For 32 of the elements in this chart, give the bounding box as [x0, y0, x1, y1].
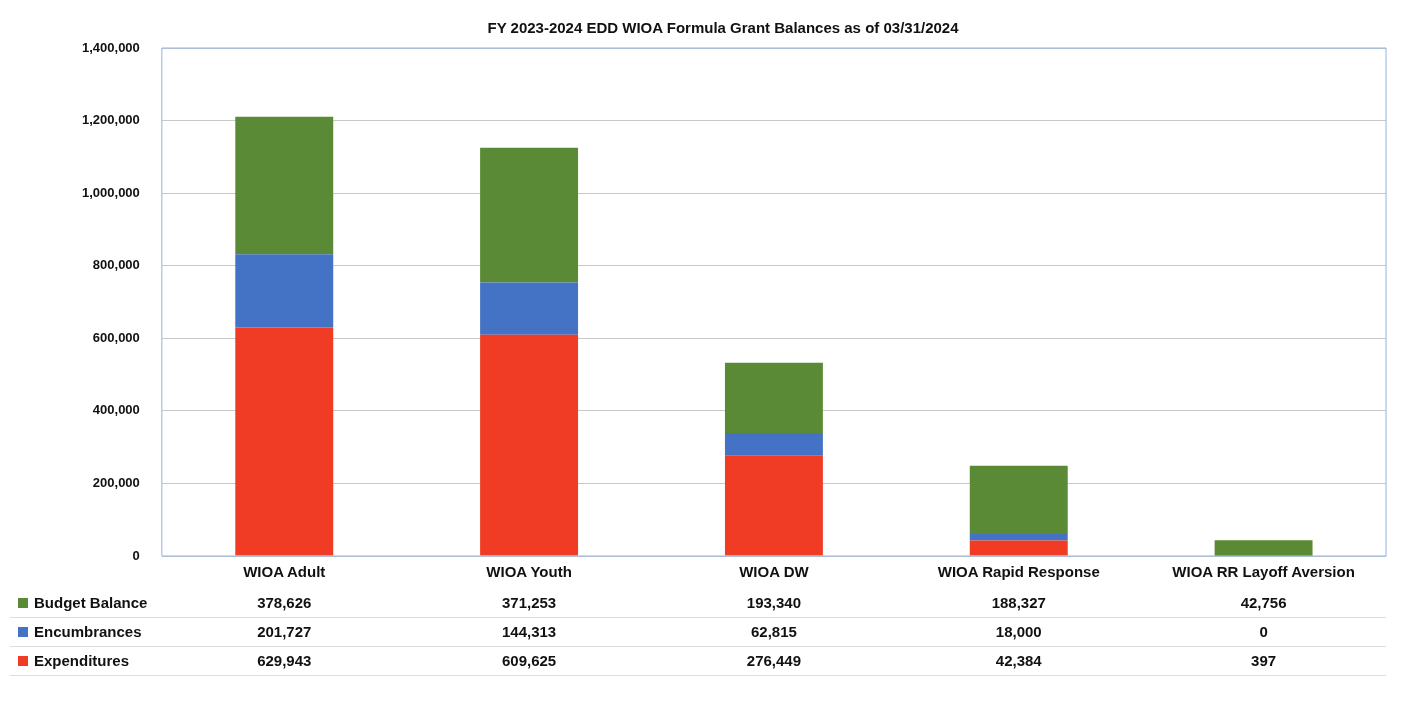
x-tick-label: WIOA Rapid Response — [937, 563, 1100, 581]
x-tick-label: WIOA RR Layoff Aversion — [1172, 563, 1355, 581]
data-label: 609,625 — [501, 652, 557, 669]
data-label: 201,727 — [257, 623, 312, 640]
data-label: 397 — [1251, 652, 1277, 669]
x-tick-label: WIOA DW — [739, 563, 810, 581]
data-label: 62,815 — [750, 623, 797, 640]
data-label: 42,756 — [1240, 594, 1287, 611]
y-tick-label: 0 — [132, 547, 140, 563]
data-label: 18,000 — [995, 623, 1042, 640]
data-label: 144,313 — [501, 623, 557, 640]
x-tick-label: WIOA Adult — [243, 563, 326, 581]
data-label: 276,449 — [746, 652, 802, 669]
y-tick-label: 1,400,000 — [81, 39, 140, 55]
data-label: 193,340 — [746, 594, 802, 611]
data-label: 188,327 — [991, 594, 1046, 611]
y-tick-label: 600,000 — [92, 329, 140, 345]
data-label: 378,626 — [257, 594, 312, 611]
y-tick-label: 1,000,000 — [81, 184, 140, 200]
legend-label: Budget Balance — [34, 594, 148, 611]
data-label: 0 — [1259, 623, 1268, 640]
y-tick-label: 400,000 — [92, 402, 140, 418]
data-label: 42,384 — [995, 652, 1042, 669]
legend-label: Encumbrances — [34, 623, 142, 640]
y-tick-label: 200,000 — [92, 475, 140, 491]
data-label: 371,253 — [501, 594, 557, 611]
y-tick-label: 800,000 — [92, 257, 140, 273]
data-label: 629,943 — [257, 652, 312, 669]
chart-title: FY 2023-2024 EDD WIOA Formula Grant Balances as of 03/31/2024 — [487, 19, 960, 37]
y-tick-label: 1,200,000 — [81, 112, 140, 128]
x-tick-label: WIOA Youth — [486, 563, 572, 581]
legend-label: Expenditures — [34, 652, 130, 669]
